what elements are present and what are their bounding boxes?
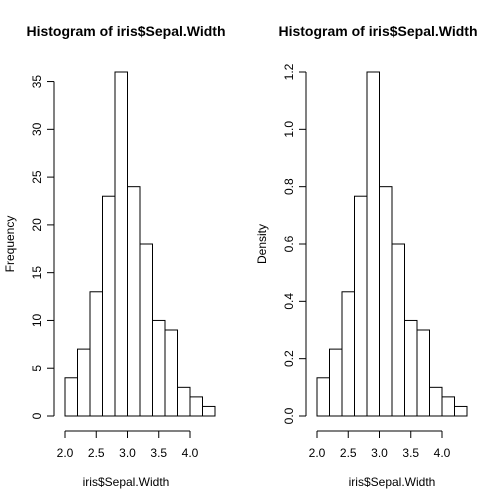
y-axis: 0 5 10 15 20 25 30 35 <box>30 75 55 419</box>
x-tick-label: 3.5 <box>402 446 419 460</box>
x-axis: 2.0 2.5 3.0 3.5 4.0 <box>57 430 199 460</box>
histogram-bar <box>164 329 178 417</box>
histogram-bar <box>404 319 418 417</box>
histogram-panel-frequency: Histogram of iris$Sepal.Width iris$Sepal… <box>3 23 226 489</box>
histogram-bar <box>77 348 91 417</box>
histogram-bar <box>341 291 355 417</box>
histogram-bar <box>366 71 380 417</box>
x-tick-label: 3.5 <box>150 446 167 460</box>
y-tick-label: 0 <box>30 412 44 419</box>
histogram-bar <box>316 377 330 417</box>
chart-title: Histogram of iris$Sepal.Width <box>278 23 477 39</box>
y-axis: 0.0 0.2 0.4 0.6 0.8 1.0 1.2 <box>282 63 307 424</box>
histogram-bar <box>152 319 166 417</box>
histogram-bar <box>202 405 216 417</box>
y-tick-label: 20 <box>30 218 44 232</box>
x-tick-label: 4.0 <box>182 446 199 460</box>
histogram-bar <box>354 195 368 417</box>
histogram-bar <box>127 186 141 417</box>
y-tick-label: 30 <box>30 122 44 136</box>
y-tick-label: 25 <box>30 170 44 184</box>
histogram-bar <box>429 386 443 417</box>
y-tick-label: 5 <box>30 365 44 372</box>
y-tick-label: 0.0 <box>282 407 296 424</box>
x-tick-label: 2.0 <box>309 446 326 460</box>
histogram-bar <box>441 396 455 417</box>
histogram-bar <box>329 348 343 417</box>
y-tick-label: 0.2 <box>282 350 296 367</box>
y-tick-label: 0.4 <box>282 293 296 310</box>
histogram-bar <box>114 71 128 417</box>
y-axis-label: Frequency <box>3 216 17 273</box>
x-axis-label: iris$Sepal.Width <box>349 475 436 489</box>
chart-title: Histogram of iris$Sepal.Width <box>26 23 225 39</box>
histogram-bar <box>379 186 393 417</box>
histogram-bar <box>416 329 430 417</box>
x-tick-label: 4.0 <box>434 446 451 460</box>
y-tick-label: 1.0 <box>282 121 296 138</box>
y-tick-label: 10 <box>30 313 44 327</box>
y-tick-label: 1.2 <box>282 63 296 80</box>
y-tick-label: 0.8 <box>282 178 296 195</box>
histogram-bar <box>454 405 468 417</box>
histogram-bar <box>64 377 78 417</box>
bars <box>64 71 216 417</box>
histogram-panel-density: Histogram of iris$Sepal.Width iris$Sepal… <box>255 23 478 489</box>
y-tick-label: 0.6 <box>282 235 296 252</box>
y-axis-label: Density <box>255 224 269 264</box>
x-tick-label: 2.5 <box>88 446 105 460</box>
x-axis-label: iris$Sepal.Width <box>83 475 170 489</box>
histogram-bar <box>102 195 116 417</box>
histogram-bar <box>391 243 405 417</box>
histogram-bar <box>89 291 103 417</box>
x-tick-label: 3.0 <box>119 446 136 460</box>
histogram-bar <box>139 243 153 417</box>
histogram-bar <box>177 386 191 417</box>
x-axis: 2.0 2.5 3.0 3.5 4.0 <box>309 430 451 460</box>
x-tick-label: 2.5 <box>340 446 357 460</box>
x-tick-label: 2.0 <box>57 446 74 460</box>
y-tick-label: 15 <box>30 266 44 280</box>
histogram-bar <box>189 396 203 417</box>
bars <box>316 71 468 417</box>
x-tick-label: 3.0 <box>371 446 388 460</box>
y-tick-label: 35 <box>30 75 44 89</box>
